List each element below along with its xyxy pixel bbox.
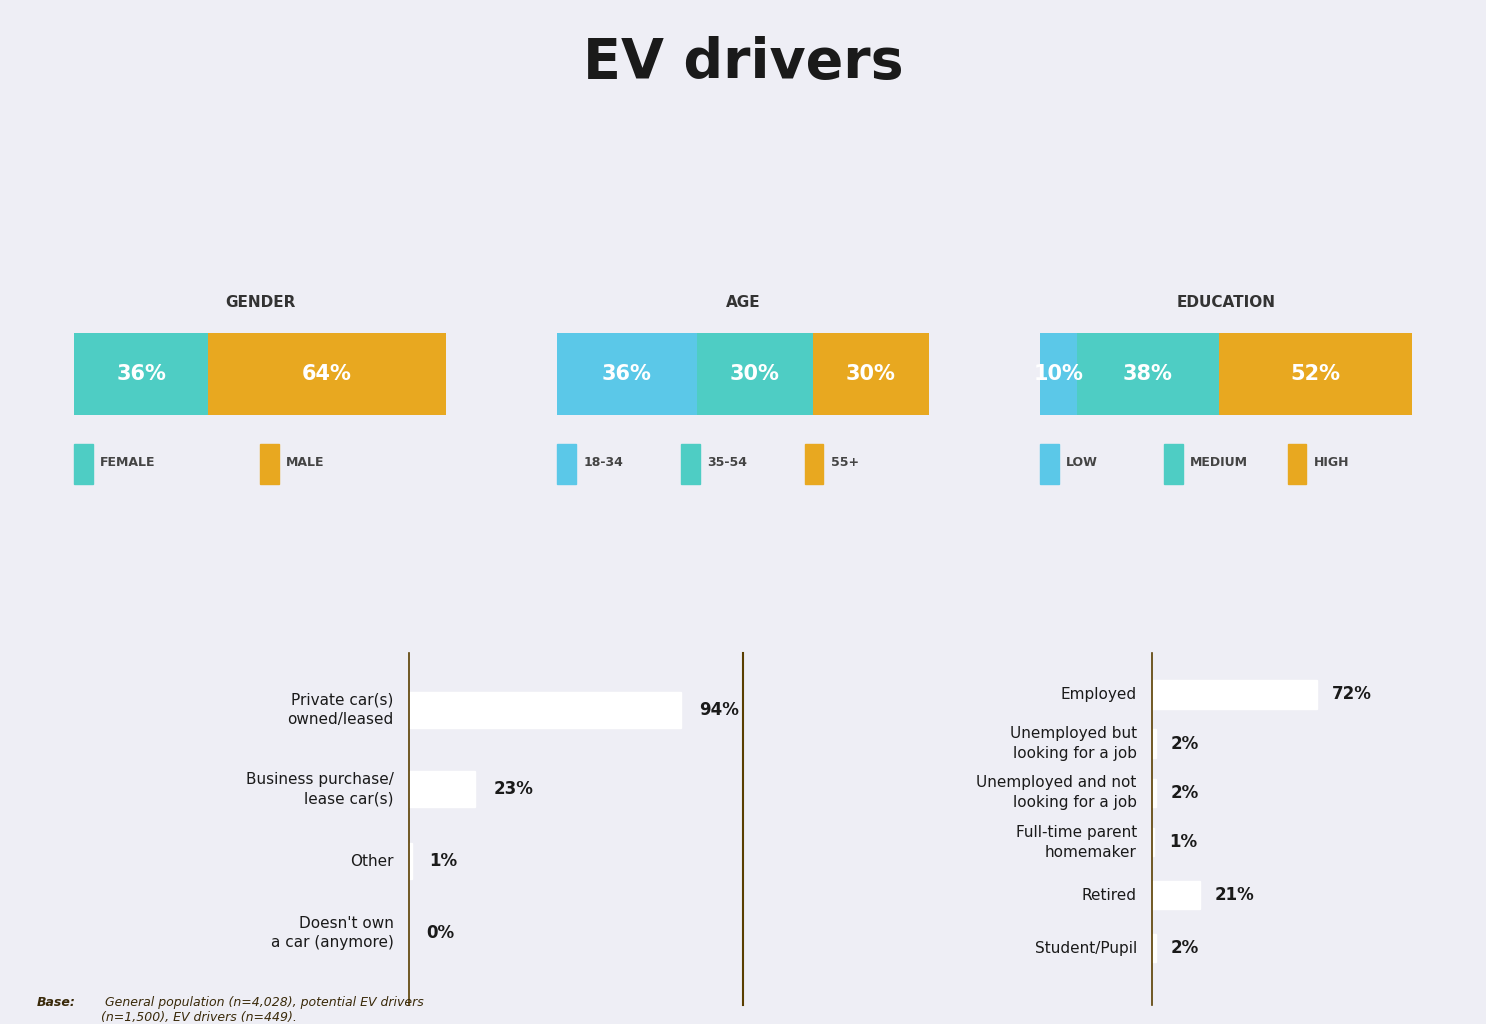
Text: EV drivers: EV drivers xyxy=(583,36,903,90)
Text: LOW: LOW xyxy=(1067,457,1098,469)
Bar xyxy=(409,691,681,727)
Bar xyxy=(813,333,929,415)
Bar xyxy=(681,444,700,484)
Bar xyxy=(409,771,476,807)
Text: MEDIUM: MEDIUM xyxy=(1190,457,1248,469)
Text: General population (n=4,028), potential EV drivers
(n=1,500), EV drivers (n=449): General population (n=4,028), potential … xyxy=(101,995,424,1024)
Text: AGE: AGE xyxy=(725,295,761,309)
Text: 2%: 2% xyxy=(1171,939,1199,957)
Bar xyxy=(1152,934,1156,963)
Text: EDUCATION: EDUCATION xyxy=(1177,295,1275,309)
Text: 36%: 36% xyxy=(602,364,652,384)
Bar xyxy=(74,333,208,415)
Text: 18-34: 18-34 xyxy=(583,457,623,469)
Text: Retired: Retired xyxy=(1082,888,1137,903)
Bar xyxy=(557,333,697,415)
Text: FEMALE: FEMALE xyxy=(100,457,156,469)
Bar xyxy=(557,444,577,484)
Text: HIGH: HIGH xyxy=(1314,457,1349,469)
Text: Business purchase/
lease car(s): Business purchase/ lease car(s) xyxy=(245,772,394,807)
Bar xyxy=(1219,333,1412,415)
Bar xyxy=(1152,729,1156,758)
Bar xyxy=(1152,778,1156,807)
Text: Employed: Employed xyxy=(1061,687,1137,701)
Text: 10%: 10% xyxy=(1034,364,1083,384)
Text: Other: Other xyxy=(351,854,394,868)
Text: Unemployed but
looking for a job: Unemployed but looking for a job xyxy=(1009,726,1137,761)
Text: 0%: 0% xyxy=(426,924,455,942)
Text: 30%: 30% xyxy=(846,364,896,384)
Bar xyxy=(1288,444,1306,484)
Bar xyxy=(1164,444,1183,484)
Text: MALE: MALE xyxy=(285,457,324,469)
Bar xyxy=(1040,333,1077,415)
Text: 30%: 30% xyxy=(730,364,780,384)
Text: Unemployed and not
looking for a job: Unemployed and not looking for a job xyxy=(976,775,1137,810)
Bar xyxy=(260,444,279,484)
Text: 2%: 2% xyxy=(1171,784,1199,802)
Text: Student/Pupil: Student/Pupil xyxy=(1034,941,1137,955)
Text: Private car(s)
owned/leased: Private car(s) owned/leased xyxy=(287,692,394,727)
Text: 52%: 52% xyxy=(1290,364,1340,384)
Text: 64%: 64% xyxy=(302,364,352,384)
Bar xyxy=(74,444,92,484)
Bar xyxy=(805,444,823,484)
Bar xyxy=(1152,828,1155,856)
Text: 1%: 1% xyxy=(429,852,458,870)
Text: Base:: Base: xyxy=(37,995,76,1009)
Bar xyxy=(1152,680,1318,709)
Text: 38%: 38% xyxy=(1123,364,1172,384)
Text: 35-54: 35-54 xyxy=(707,457,747,469)
Text: Full-time parent
homemaker: Full-time parent homemaker xyxy=(1015,824,1137,859)
Bar xyxy=(409,843,412,879)
Text: 94%: 94% xyxy=(698,700,739,719)
Text: 23%: 23% xyxy=(493,780,533,798)
Text: 21%: 21% xyxy=(1216,886,1254,904)
Bar xyxy=(1152,881,1201,909)
Text: Doesn't own
a car (anymore): Doesn't own a car (anymore) xyxy=(270,915,394,950)
Text: 55+: 55+ xyxy=(831,457,859,469)
Bar xyxy=(697,333,813,415)
Text: GENDER: GENDER xyxy=(224,295,296,309)
Bar xyxy=(1077,333,1219,415)
Text: 2%: 2% xyxy=(1171,734,1199,753)
Text: 36%: 36% xyxy=(116,364,166,384)
Text: 1%: 1% xyxy=(1169,834,1196,851)
Bar xyxy=(208,333,446,415)
Bar xyxy=(1040,444,1058,484)
Text: 72%: 72% xyxy=(1333,685,1372,703)
